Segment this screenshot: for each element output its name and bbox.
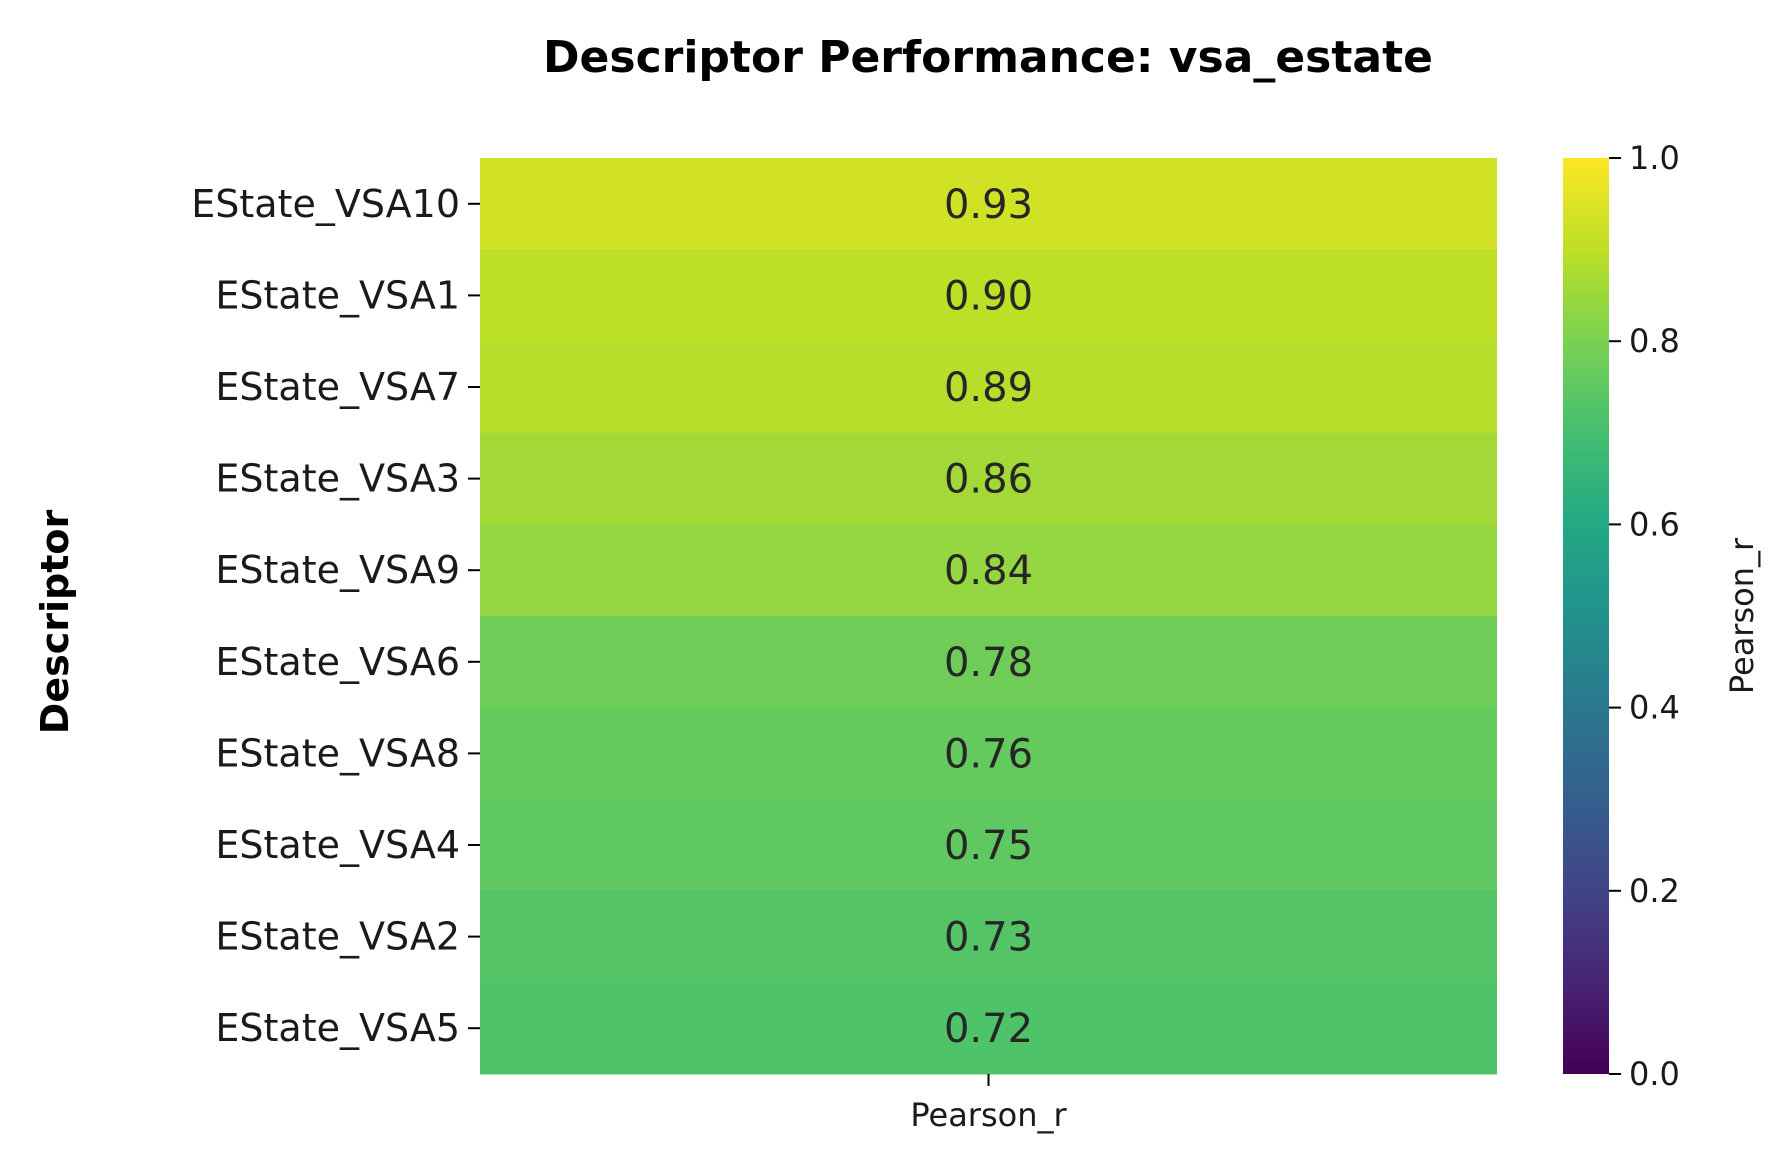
heatmap-cell [480, 616, 1497, 709]
cell-value-label: 0.84 [944, 548, 1033, 594]
colorbar-tick-label: 0.4 [1629, 689, 1680, 727]
colorbar-tick-label: 0.2 [1629, 872, 1680, 910]
heatmap-cells: 0.93 0.90 0.89 0.86 0.84 0.78 0.76 0.75 0.73 0.72 [480, 158, 1497, 1075]
heatmap-cell [480, 158, 1497, 251]
heatmap-cell [480, 341, 1497, 434]
cell-value-label: 0.75 [944, 823, 1033, 869]
y-axis-label: Descriptor [33, 510, 77, 735]
y-tick-label: EState_VSA5 [215, 1006, 460, 1050]
chart-title: Descriptor Performance: vsa_estate [543, 32, 1433, 83]
colorbar-tick-label: 0.0 [1629, 1055, 1680, 1093]
y-tick-label: EState_VSA9 [215, 548, 460, 592]
x-tick-label: Pearson_r [910, 1096, 1067, 1134]
heatmap-cell [480, 524, 1497, 617]
colorbar-tick-label: 0.6 [1629, 505, 1680, 543]
heatmap-cell [480, 799, 1497, 892]
heatmap-cell [480, 982, 1497, 1075]
heatmap-cell [480, 432, 1497, 525]
colorbar-tick-label: 1.0 [1629, 139, 1680, 177]
x-axis-ticks: Pearson_r [910, 1074, 1067, 1134]
y-tick-label: EState_VSA3 [215, 457, 460, 501]
y-tick-label: EState_VSA1 [215, 273, 460, 317]
y-tick-label: EState_VSA2 [215, 915, 460, 959]
cell-value-label: 0.89 [944, 365, 1033, 411]
cell-value-label: 0.86 [944, 457, 1033, 503]
y-tick-label: EState_VSA6 [215, 640, 460, 684]
cell-value-label: 0.90 [944, 273, 1033, 319]
y-tick-label: EState_VSA7 [215, 365, 460, 409]
heatmap-cell [480, 249, 1497, 342]
cell-value-label: 0.72 [944, 1006, 1033, 1052]
y-tick-label: EState_VSA10 [191, 182, 460, 226]
cell-value-label: 0.78 [944, 640, 1033, 686]
cell-value-label: 0.76 [944, 731, 1033, 777]
heatmap-cell [480, 890, 1497, 983]
colorbar-label: Pearson_r [1723, 537, 1761, 694]
cell-value-label: 0.73 [944, 915, 1033, 961]
colorbar: 0.0 0.2 0.4 0.6 0.8 1.0 Pearson_r [1563, 139, 1761, 1093]
colorbar-tick-label: 0.8 [1629, 322, 1680, 360]
y-tick-label: EState_VSA4 [215, 823, 460, 867]
cell-value-label: 0.93 [944, 182, 1033, 228]
y-axis-ticks: EState_VSA10 EState_VSA1 EState_VSA7 EState… [191, 182, 480, 1050]
heatmap-cell [480, 707, 1497, 800]
y-tick-label: EState_VSA8 [215, 731, 460, 775]
colorbar-gradient [1563, 158, 1609, 1074]
